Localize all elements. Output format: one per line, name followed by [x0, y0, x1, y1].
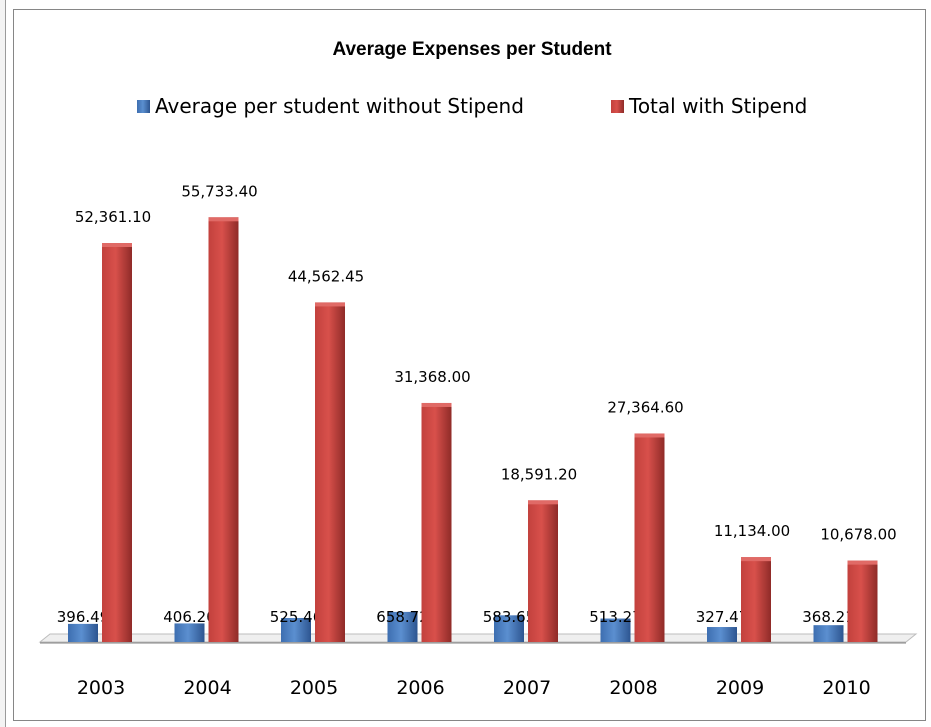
x-tick-label-2005: 2005 [290, 677, 338, 699]
bar-total-2005 [315, 302, 345, 642]
bar-total-2008 [634, 433, 665, 642]
bar-avg-2009 [707, 627, 737, 642]
bar-avg-2003 [68, 623, 98, 642]
legend-swatch-red [611, 100, 624, 113]
bar-total-2006 [421, 402, 452, 642]
plot-area: 396.49 52,361.10 2003 406.20 55,733.40 2004 52… [38, 182, 918, 699]
data-label-avg-2003: 396.49 [57, 608, 110, 626]
bar-top-total-2003 [102, 243, 132, 248]
data-label-avg-2008: 513.27 [589, 608, 642, 626]
data-label-total-2003: 52,361.10 [75, 208, 151, 226]
bar-total-2009 [741, 557, 771, 642]
data-label-avg-2004: 406.20 [163, 608, 216, 626]
bar-top-total-2005 [315, 302, 345, 307]
x-tick-label-2010: 2010 [822, 677, 870, 699]
data-label-total-2004: 55,733.40 [181, 182, 257, 200]
x-tick-label-2003: 2003 [77, 677, 125, 699]
data-label-total-2006: 31,368.00 [394, 368, 470, 386]
bar-total-2010 [847, 560, 878, 642]
data-label-total-2008: 27,364.60 [607, 398, 683, 416]
data-label-total-2005: 44,562.45 [288, 267, 364, 285]
bar-avg-2007 [494, 615, 524, 642]
left-window-edge [0, 0, 6, 727]
x-tick-label-2006: 2006 [396, 677, 444, 699]
bar-avg-2005 [281, 617, 311, 642]
x-tick-label-2007: 2007 [503, 677, 551, 699]
chart-area [13, 9, 926, 721]
bar-top-total-2004 [208, 217, 239, 222]
data-label-avg-2005: 525.46 [270, 608, 323, 626]
x-tick-label-2004: 2004 [183, 677, 231, 699]
legend-label-2: Total with Stipend [628, 94, 807, 118]
bar-total-2004 [208, 217, 239, 642]
bar-total-2007 [528, 500, 558, 642]
bar-top-total-2008 [634, 433, 665, 438]
bar-top-total-2009 [741, 557, 771, 562]
x-tick-label-2009: 2009 [716, 677, 764, 699]
data-label-avg-2006: 658.72 [376, 608, 429, 626]
bar-top-total-2006 [421, 402, 452, 407]
chart-title: Average Expenses per Student [332, 39, 612, 60]
bar-top-total-2007 [528, 500, 558, 505]
data-label-total-2007: 18,591.20 [501, 465, 577, 483]
data-label-avg-2010: 368.21 [802, 608, 855, 626]
x-tick-label-2008: 2008 [609, 677, 657, 699]
bar-avg-2008 [600, 618, 631, 642]
data-label-total-2010: 10,678.00 [820, 526, 896, 544]
bar-top-total-2010 [847, 560, 878, 565]
chart-floor [38, 633, 918, 643]
data-label-avg-2009: 327.47 [696, 608, 749, 626]
bar-avg-2006 [387, 611, 418, 642]
bar-avg-2010 [813, 625, 844, 642]
data-label-avg-2007: 583.65 [483, 608, 536, 626]
legend-swatch-blue [137, 100, 150, 113]
bar-total-2003 [102, 243, 132, 642]
legend: Average per student without Stipend Total… [137, 94, 807, 118]
legend-label-1: Average per student without Stipend [155, 94, 524, 118]
bar-avg-2004 [174, 623, 205, 642]
data-label-total-2009: 11,134.00 [714, 522, 790, 540]
